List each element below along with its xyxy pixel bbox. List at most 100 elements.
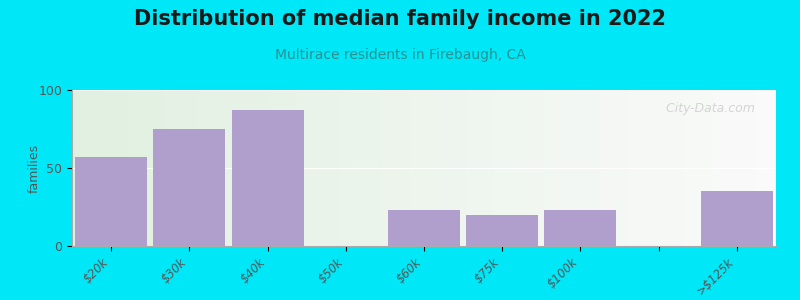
Bar	[701, 191, 773, 246]
Bar	[522, 90, 530, 246]
Bar	[185, 90, 192, 246]
Bar	[79, 90, 86, 246]
Bar	[150, 90, 157, 246]
Bar	[635, 90, 642, 246]
Bar	[558, 90, 565, 246]
Text: City-Data.com: City-Data.com	[658, 103, 755, 116]
Bar	[262, 90, 269, 246]
Bar	[234, 90, 241, 246]
Bar	[586, 90, 593, 246]
Bar	[86, 90, 93, 246]
Bar	[311, 90, 318, 246]
Bar	[178, 90, 185, 246]
Bar	[170, 90, 178, 246]
Bar	[621, 90, 628, 246]
Bar	[755, 90, 762, 246]
Bar	[192, 90, 198, 246]
Bar	[459, 90, 466, 246]
Bar	[691, 90, 698, 246]
Bar	[231, 110, 303, 246]
Bar	[290, 90, 298, 246]
Bar	[726, 90, 734, 246]
Bar	[741, 90, 748, 246]
Bar	[276, 90, 283, 246]
Bar	[445, 90, 452, 246]
Bar	[656, 90, 663, 246]
Bar	[480, 90, 487, 246]
Bar	[466, 90, 474, 246]
Bar	[550, 90, 558, 246]
Bar	[410, 90, 417, 246]
Bar	[255, 90, 262, 246]
Bar	[452, 90, 459, 246]
Bar	[122, 90, 128, 246]
Bar	[154, 129, 226, 246]
Bar	[678, 90, 685, 246]
Bar	[318, 90, 326, 246]
Bar	[326, 90, 333, 246]
Bar	[607, 90, 614, 246]
Bar	[685, 90, 691, 246]
Bar	[128, 90, 135, 246]
Bar	[466, 215, 538, 246]
Bar	[628, 90, 635, 246]
Bar	[670, 90, 678, 246]
Bar	[269, 90, 276, 246]
Bar	[720, 90, 726, 246]
Y-axis label: families: families	[28, 143, 41, 193]
Bar	[502, 90, 509, 246]
Bar	[642, 90, 650, 246]
Bar	[198, 90, 206, 246]
Bar	[734, 90, 741, 246]
Bar	[304, 90, 311, 246]
Bar	[339, 90, 346, 246]
Bar	[600, 90, 607, 246]
Bar	[706, 90, 713, 246]
Bar	[206, 90, 213, 246]
Bar	[403, 90, 410, 246]
Bar	[769, 90, 776, 246]
Bar	[650, 90, 656, 246]
Text: Multirace residents in Firebaugh, CA: Multirace residents in Firebaugh, CA	[274, 48, 526, 62]
Bar	[663, 90, 670, 246]
Bar	[382, 90, 389, 246]
Bar	[227, 90, 234, 246]
Bar	[474, 90, 480, 246]
Bar	[354, 90, 361, 246]
Bar	[142, 90, 150, 246]
Bar	[762, 90, 769, 246]
Bar	[135, 90, 142, 246]
Bar	[530, 90, 537, 246]
Bar	[75, 157, 147, 246]
Bar	[298, 90, 304, 246]
Bar	[388, 210, 460, 246]
Bar	[614, 90, 621, 246]
Bar	[114, 90, 122, 246]
Bar	[515, 90, 522, 246]
Bar	[417, 90, 424, 246]
Bar	[487, 90, 494, 246]
Bar	[438, 90, 445, 246]
Bar	[100, 90, 107, 246]
Bar	[248, 90, 255, 246]
Bar	[374, 90, 382, 246]
Bar	[713, 90, 720, 246]
Bar	[748, 90, 755, 246]
Bar	[72, 90, 79, 246]
Bar	[283, 90, 290, 246]
Bar	[220, 90, 227, 246]
Bar	[579, 90, 586, 246]
Bar	[368, 90, 374, 246]
Bar	[545, 210, 617, 246]
Bar	[213, 90, 220, 246]
Bar	[396, 90, 403, 246]
Bar	[241, 90, 248, 246]
Bar	[346, 90, 354, 246]
Bar	[389, 90, 396, 246]
Bar	[565, 90, 572, 246]
Bar	[333, 90, 339, 246]
Text: Distribution of median family income in 2022: Distribution of median family income in …	[134, 9, 666, 29]
Bar	[431, 90, 438, 246]
Bar	[424, 90, 431, 246]
Bar	[537, 90, 544, 246]
